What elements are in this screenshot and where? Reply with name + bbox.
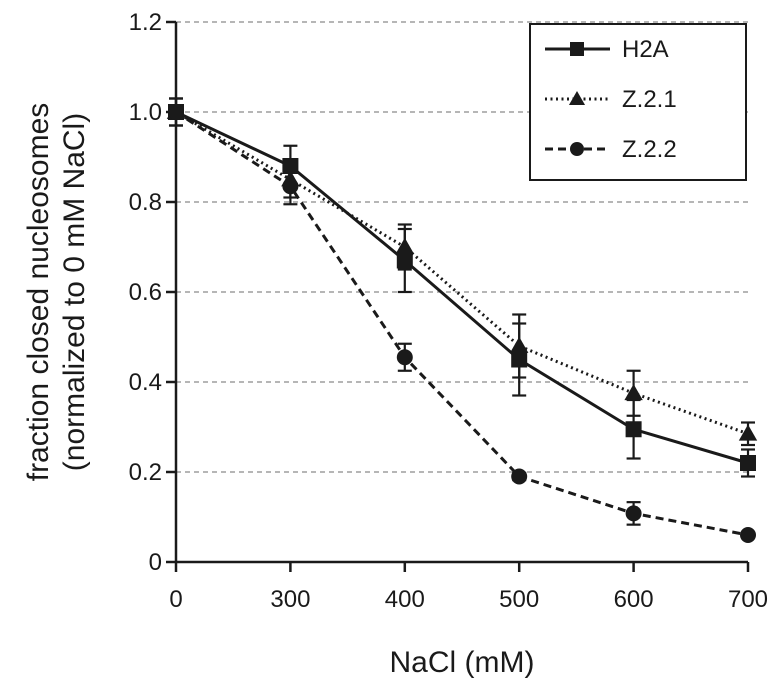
series-line-z-2-1 <box>175 110 749 436</box>
data-point-h2a <box>740 455 756 471</box>
x-axis-ticks: 0 300 400 500 600 700 <box>169 562 768 613</box>
data-point-z-2-1 <box>624 384 643 401</box>
legend-label-z-2-1: Z.2.1 <box>622 86 677 113</box>
x-tick-label: 0 <box>169 586 182 613</box>
y-tick-label: 0.8 <box>129 189 162 216</box>
data-point-z-2-2 <box>740 527 756 543</box>
data-point-z-2-1 <box>738 424 758 441</box>
y-tick-label: 0.2 <box>129 459 162 486</box>
data-point-z-2-2 <box>625 505 642 522</box>
x-tick-label: 400 <box>385 586 425 613</box>
legend-marker-z-2-2 <box>570 142 584 156</box>
data-point-z-2-2 <box>168 104 184 120</box>
y-axis-title-line2: (normalized to 0 mM NaCl) <box>58 113 91 471</box>
series-z-2-2 <box>168 97 756 543</box>
x-tick-label: 500 <box>499 586 539 613</box>
data-point-h2a <box>625 421 642 438</box>
series-line-h2a <box>175 110 749 465</box>
y-tick-label: 1.2 <box>129 9 162 36</box>
legend-marker-h2a <box>570 42 584 56</box>
x-tick-label: 700 <box>728 586 768 613</box>
y-axis-ticks: 0 0.2 0.4 0.6 0.8 1.0 1.2 <box>129 9 176 576</box>
data-point-z-2-1 <box>395 237 414 254</box>
y-tick-label: 0 <box>149 549 162 576</box>
data-point-z-2-1 <box>510 336 529 353</box>
series-layer <box>166 97 758 543</box>
legend-label-h2a: H2A <box>622 36 669 63</box>
legend-label-z-2-2: Z.2.2 <box>622 136 677 163</box>
x-axis-title: NaCl (mM) <box>390 646 535 679</box>
legend-marker-z-2-1 <box>568 90 586 106</box>
data-point-z-2-2 <box>396 349 413 366</box>
data-point-z-2-2 <box>282 178 299 195</box>
data-point-z-2-2 <box>511 468 528 485</box>
y-tick-label: 0.6 <box>129 279 162 306</box>
y-tick-label: 0.4 <box>129 369 162 396</box>
y-axis-title-line1: fraction closed nucleosomes <box>22 103 55 482</box>
x-tick-label: 300 <box>270 586 310 613</box>
y-tick-label: 1.0 <box>129 99 162 126</box>
x-tick-label: 600 <box>614 586 654 613</box>
legend: H2A Z.2.1 Z.2.2 <box>529 23 747 181</box>
